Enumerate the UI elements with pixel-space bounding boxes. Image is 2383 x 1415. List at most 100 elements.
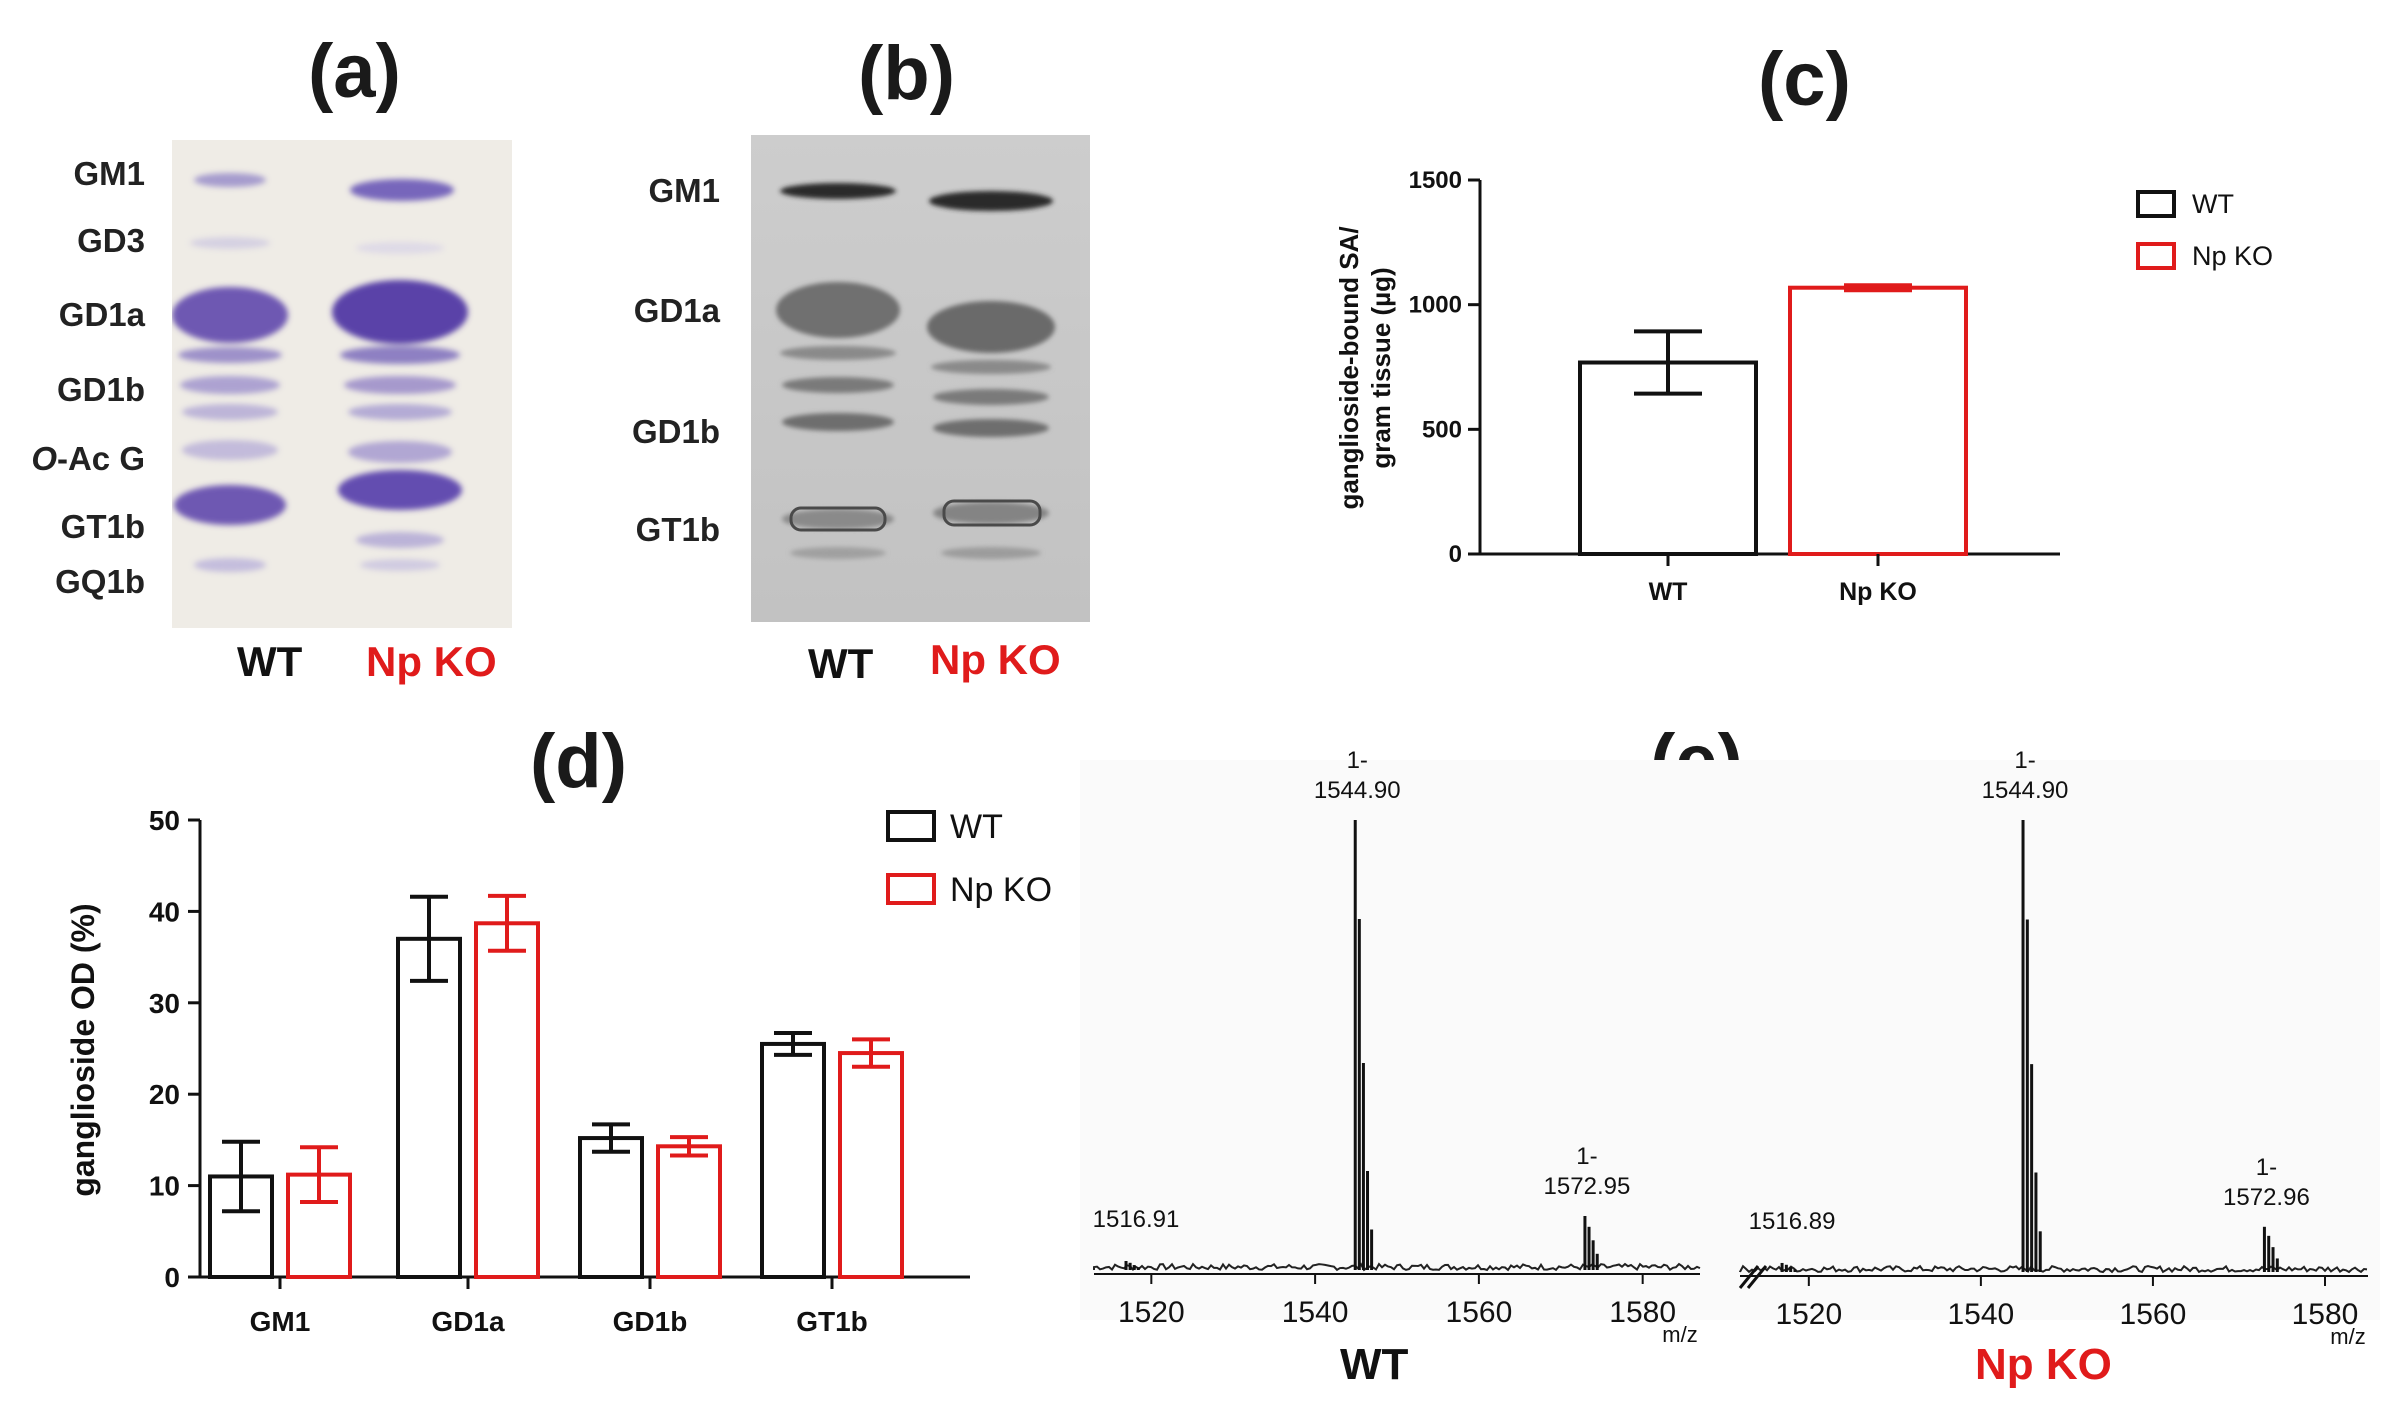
gel-b-ko-gd1a-band [927, 301, 1055, 353]
chart-d-legend-swatch [886, 873, 936, 905]
chart-d-x-tick-label: GT1b [796, 1306, 868, 1337]
gel-a-label-oac: O-Ac G [10, 440, 145, 478]
gel-a-ko-gd1a-band [332, 280, 468, 344]
spectrum-wt-annotation: 1516.91 [1093, 1206, 1180, 1233]
gel-b-ko-gd1b-lower-band [933, 419, 1049, 437]
gel-a-wt-gd1b-lower-band [182, 404, 278, 420]
gel-b-lane-ko: Np KO [930, 636, 1061, 683]
gel-a-label-gm1: GM1 [73, 155, 145, 192]
spectrum-wt-x-tick-label: 1520 [1118, 1296, 1185, 1329]
spectrum-wt-annotation: 1572.95 [1544, 1173, 1631, 1200]
chart-d-y-tick-label: 50 [149, 805, 180, 836]
gel-b-image [751, 135, 1090, 622]
spectrum-wt-annotation: 1- [1576, 1143, 1597, 1170]
chart-e: 1520 1540 1560 1580m/z1516.911-1544.901-157… [1080, 747, 2380, 1349]
gel-a-wt-gd1b-band [180, 376, 280, 394]
chart-c-legend-label: WT [2192, 189, 2234, 219]
gel-b-wt-gq1b-band [790, 547, 886, 559]
gel-a-wt-gm1-band [194, 173, 266, 187]
spectrum-np-ko-annotation: 1516.89 [1749, 1208, 1836, 1235]
chart-c: 0 500 1000 1500 WT Np KO ganglioside-bound SA/… [1334, 167, 2273, 606]
gel-a-image [172, 140, 512, 628]
chart-c-y-tick-label: 500 [1422, 416, 1462, 443]
gel-a-label-gq1b: GQ1b [55, 563, 145, 600]
gel-b-label-gt1b: GT1b [635, 511, 720, 548]
gel-b-wt-gm1-band [780, 183, 896, 199]
chart-d-bar-gd1a-wt [396, 936, 462, 1279]
gel-b-wt-gd1b-band [782, 377, 894, 393]
gel-a-ko-oac-band [348, 441, 452, 463]
chart-d: 0 10 20 30 40 50 GM1 GD1a GD1b GT1b ganglioside OD… [65, 805, 1052, 1337]
panel-label-a: (a) [308, 29, 401, 114]
gel-b-wt-gt1b-outline [789, 506, 887, 532]
gel-a-wt-gd1a-band [172, 287, 288, 343]
chart-d-bar-gd1b-wt [578, 1136, 644, 1279]
gel-b-ko-gd1a-lower-band [931, 360, 1051, 374]
chart-c-ylabel-line2: gram tissue (µg) [1366, 267, 1396, 468]
gel-a-lane-wt: WT [237, 638, 303, 685]
chart-d-x-tick-label: GD1a [431, 1306, 505, 1337]
gel-a-wt-gq1b-band [194, 558, 266, 572]
gel-b-ko-gm1-band [929, 191, 1053, 211]
gel-b-ko-gt1b-outline [942, 499, 1042, 527]
gel-a-ko-gm1-band [350, 179, 454, 201]
chart-d-y-tick-label: 0 [164, 1262, 180, 1293]
gel-a-label-oac-prefix: O [31, 440, 57, 477]
gel-b-label-gd1b: GD1b [631, 413, 720, 450]
gel-a-label-gt1b: GT1b [60, 508, 145, 545]
gel-a-label-gd1b: GD1b [56, 371, 145, 408]
gel-a-lane-ko: Np KO [366, 638, 497, 685]
chart-c-ylabel-line1: ganglioside-bound SA/ [1334, 226, 1364, 509]
chart-c-legend-swatch [2136, 242, 2176, 270]
spectrum-np-ko-axis-break [1746, 1265, 1768, 1289]
spectrum-ko-caption: Np KO [1975, 1340, 2112, 1389]
chart-d-legend-swatch [886, 810, 936, 842]
spectrum-wt-x-tick-label: 1580 [1609, 1296, 1676, 1329]
chart-c-x-tick-label: WT [1649, 578, 1688, 606]
gel-a-wt-oac-band [182, 440, 278, 460]
chart-d-y-tick-label: 20 [149, 1079, 180, 1110]
spectrum-np-ko-annotation: 1- [2014, 747, 2035, 774]
spectrum-np-ko-trace [1739, 1264, 2368, 1274]
gel-b-label-gm1: GM1 [648, 172, 720, 209]
spectrum-wt-annotation: 1- [1347, 747, 1368, 774]
panel-label-b: (b) [858, 31, 956, 116]
gel-a-ko-gd1a-lower-band [340, 346, 460, 364]
spectrum-np-ko-axis-break [1738, 1265, 1760, 1289]
chart-c-y-tick-label: 0 [1449, 541, 1462, 568]
gel-a-ko-gd1b-lower-band [348, 404, 452, 420]
spectrum-np-ko-annotation: 1544.90 [1982, 777, 2069, 804]
gel-b-ko-gq1b-band [941, 547, 1041, 559]
chart-e-background [1080, 760, 2380, 1320]
chart-d-y-tick-label: 10 [149, 1171, 180, 1202]
chart-d-x-tick-label: GD1b [613, 1306, 688, 1337]
gel-b-ko-gt1b-band [933, 502, 1049, 524]
chart-d-x-tick-label: GM1 [250, 1306, 311, 1337]
gel-b-ko-gd1b-band [933, 389, 1049, 405]
spectrum-np-ko-x-tick-label: 1560 [2120, 1298, 2187, 1331]
gel-a-label-oac-text: -Ac G [56, 440, 145, 477]
chart-d-bar-gt1b-wt [760, 1041, 826, 1279]
panel-label-c: (c) [1758, 37, 1851, 122]
gel-a-ko-gd3-band [356, 242, 444, 254]
gel-a-ko-gq1b-lower-band [360, 559, 440, 571]
chart-d-legend-label: Np KO [950, 871, 1052, 909]
spectrum-wt-x-unit: m/z [1662, 1322, 1697, 1347]
gel-a-ko-gt1b-band [338, 470, 462, 510]
gel-b-lane-wt: WT [808, 640, 874, 687]
chart-d-bar-gd1a-np-ko [474, 921, 540, 1279]
spectrum-wt-x-tick-label: 1540 [1282, 1296, 1349, 1329]
spectrum-np-ko-x-tick-label: 1520 [1775, 1298, 1842, 1331]
spectrum-np-ko-annotation: 1572.96 [2223, 1184, 2310, 1211]
spectrum-wt-annotation: 1544.90 [1314, 777, 1401, 804]
gel-a-wt-gd3-band [190, 237, 270, 249]
chart-d-bar-gt1b-np-ko [838, 1051, 904, 1279]
gel-b-wt-gt1b-band [782, 509, 894, 529]
gel-a-label-gd3: GD3 [77, 222, 145, 259]
gel-a-ko-gd1b-band [344, 376, 456, 394]
chart-c-x-tick-label: Np KO [1839, 578, 1917, 606]
spectrum-np-ko-x-unit: m/z [2330, 1324, 2365, 1349]
gel-a-label-gd1a: GD1a [58, 296, 145, 333]
gel-b-wt-gd1a-band [776, 282, 900, 338]
gel-b-wt-gd1a-lower-band [780, 346, 896, 360]
